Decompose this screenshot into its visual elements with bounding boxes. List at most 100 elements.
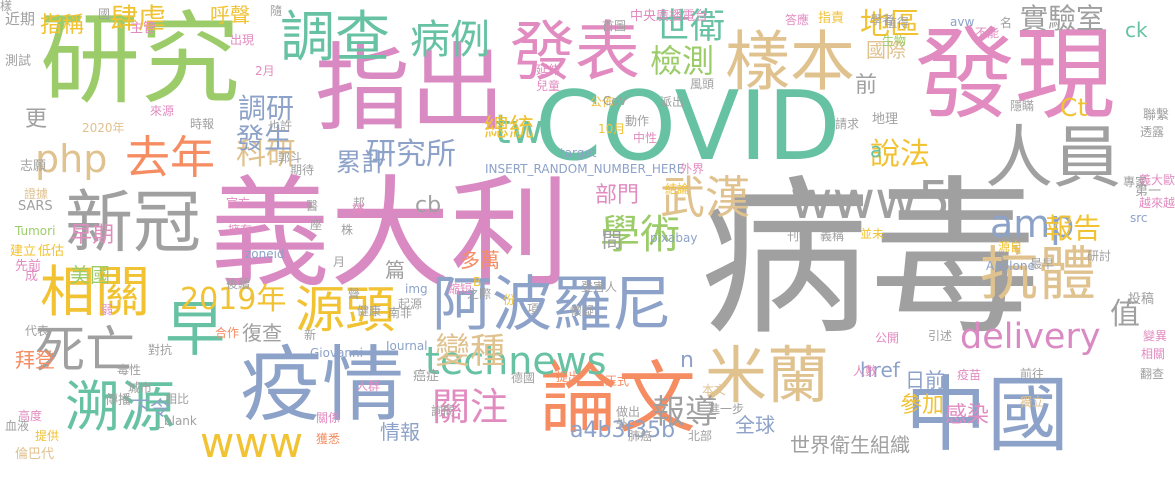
word-201: 隨 [270, 4, 283, 18]
word-117: CoV [603, 94, 627, 108]
word-138: 專家 [1123, 175, 1148, 189]
word-37: 世衛 [655, 7, 726, 47]
word-7: 論文 [540, 354, 697, 444]
word-95: _blank [158, 414, 197, 428]
word-38: 檢測 [650, 42, 715, 80]
word-100: 2月 [255, 64, 275, 78]
word-158: 合作 [215, 326, 240, 340]
word-22: 早 [165, 295, 225, 365]
word-10: 新冠 [65, 184, 202, 263]
word-185: 變異 [1143, 329, 1168, 343]
word-146: 份 [503, 293, 516, 307]
word-2: 研究 [40, 1, 240, 118]
word-88: 代表 [25, 324, 50, 338]
word-199: 醫 [306, 199, 319, 213]
word-159: 對抗 [148, 343, 173, 357]
word-19: 相關 [40, 260, 151, 324]
word-25: 武漢 [660, 171, 751, 224]
word-150: img [405, 282, 428, 296]
word-191: 讓 [352, 202, 365, 216]
word-11: 阿波羅尼 [432, 270, 672, 340]
word-72: 復查 [242, 321, 282, 345]
word-53: 國際 [866, 38, 906, 62]
word-20: 源頭 [295, 281, 395, 339]
word-189: 弱 [101, 303, 114, 317]
word-193: 期待 [290, 163, 315, 177]
word-0: 病毒 [700, 161, 1041, 359]
word-77: a [870, 138, 883, 162]
word-162: Giovanni [310, 346, 363, 360]
word-78: 近期 [5, 10, 36, 28]
word-48: 總統 [484, 113, 535, 142]
word-81: 志願 [20, 159, 47, 174]
word-9: 人員 [985, 119, 1122, 198]
word-192: 座 [310, 218, 323, 232]
word-134: 義大歐 [1138, 173, 1175, 187]
word-5: 指出 [315, 34, 506, 144]
word-12: 發表 [510, 15, 641, 90]
word-89: 血液 [5, 419, 30, 433]
word-33: 病例 [410, 17, 490, 63]
word-128: 請求 [835, 117, 860, 131]
word-34: 關注 [432, 385, 509, 429]
word-175: 本文 [702, 383, 727, 397]
word-152: 南非 [388, 306, 413, 320]
word-41: 說法 [870, 137, 930, 172]
word-188: 證據 [24, 187, 49, 201]
word-91: 提供 [35, 429, 60, 443]
word-4: COVID [535, 72, 841, 182]
word-119: target [560, 146, 597, 160]
word-73: 情報 [380, 420, 420, 444]
word-85: 先前 [15, 259, 42, 274]
word-76: n [680, 348, 694, 373]
word-123: 結論 [665, 182, 690, 196]
word-164: 人群 [356, 379, 381, 393]
word-8: 中國 [905, 368, 1070, 463]
word-1: 義大利 [210, 165, 570, 304]
word-71: 下令 [130, 396, 170, 420]
word-50: 肆虐 [110, 2, 167, 35]
word-74: 更 [25, 107, 48, 132]
word-156: 擁有 [228, 223, 253, 237]
word-75: 前 [855, 73, 878, 98]
word-118: 派出 [660, 95, 685, 109]
word-103: 中央廣播電台 [630, 9, 709, 24]
word-142: Apolone [986, 259, 1035, 273]
word-131: 隱瞞 [1010, 99, 1035, 113]
word-68: 早期 [70, 223, 115, 248]
word-35: 報導 [652, 392, 718, 431]
word-44: 研究所 [366, 137, 456, 172]
word-112: 兒童 [536, 79, 561, 93]
word-67: 間 [602, 228, 622, 252]
word-190: 邦 [353, 196, 366, 210]
word-57: a4b3f35b [570, 418, 676, 443]
word-92: 倫巴代 [15, 447, 55, 462]
word-130: 生物 [882, 34, 907, 48]
word-55: 值 [1110, 297, 1140, 332]
word-60: 感染 [945, 403, 990, 428]
word-52: 呼聲 [210, 3, 250, 27]
word-113: 風頭 [690, 77, 715, 91]
word-107: 值得 [885, 16, 910, 30]
word-47: 發生 [236, 122, 293, 155]
word-196: 月 [333, 255, 346, 269]
word-198: 新 [304, 328, 317, 342]
word-51: 指稱 [40, 13, 85, 38]
word-27: www [200, 418, 304, 467]
word-87: 成 [25, 269, 39, 284]
word-194: 郭斗 [278, 151, 303, 165]
word-3: 發現 [915, 16, 1115, 133]
word-54: ck [1125, 18, 1148, 42]
word-129: 地理 [872, 112, 899, 127]
word-17: technews [425, 339, 607, 383]
word-49: 累計 [336, 148, 387, 177]
word-133: 透露 [1140, 125, 1165, 139]
word-144: 懷疑 [570, 304, 595, 318]
word-42: 報告 [1045, 212, 1102, 245]
word-93: 傳播 [105, 393, 132, 408]
word-167: 提出 [556, 370, 581, 384]
word-94: 相比 [165, 392, 190, 406]
word-127: 刊物 [787, 229, 812, 243]
word-23: 溯源 [65, 375, 176, 439]
word-178: 公開 [875, 331, 900, 345]
